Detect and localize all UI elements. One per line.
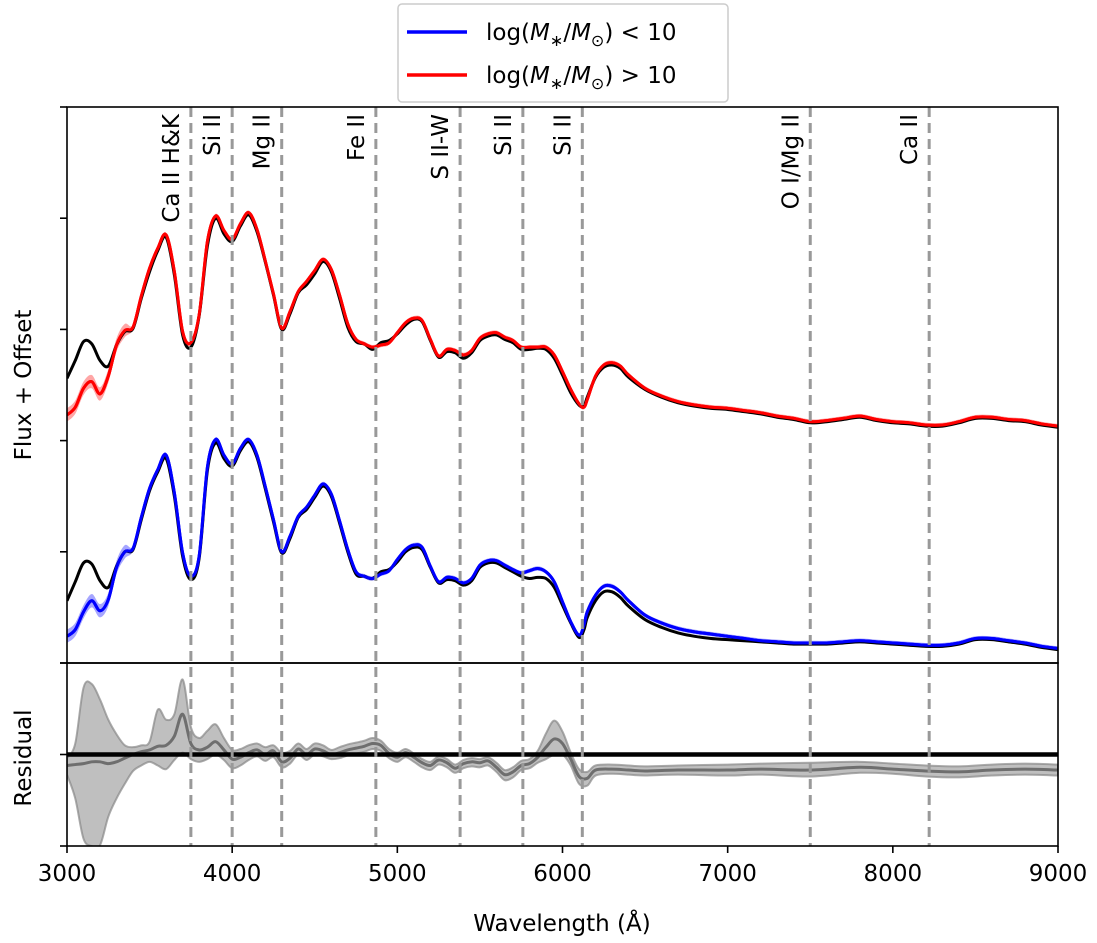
top-panel-series	[67, 210, 1058, 652]
series-line	[67, 437, 1058, 651]
line-label: Si II	[550, 114, 576, 156]
series-line	[67, 440, 1058, 652]
x-tick-label: 5000	[368, 861, 427, 887]
y-axis-title-bottom: Residual	[11, 709, 37, 806]
residual-band	[67, 678, 1058, 846]
legend-box	[397, 3, 729, 103]
series-line	[67, 213, 1058, 429]
series-line-overlay	[67, 437, 1058, 651]
legend-label-high: log(M∗/M⊙) > 10	[486, 63, 676, 93]
x-tick-label: 8000	[864, 861, 923, 887]
line-label: Mg II	[250, 114, 276, 169]
line-label: Fe II	[344, 114, 370, 161]
series-band	[67, 437, 1058, 651]
line-label: Si II	[200, 114, 226, 156]
x-tick-label: 7000	[698, 861, 757, 887]
legend: log(M∗/M⊙) < 10 log(M∗/M⊙) > 10	[397, 3, 729, 103]
top-panel-frame	[66, 106, 1059, 664]
x-tick-label: 4000	[203, 861, 262, 887]
series-line	[67, 211, 1058, 428]
legend-label-low: log(M∗/M⊙) < 10	[486, 20, 676, 50]
line-labels: Ca II H&K Si II Mg II Fe II S II-W Si II Si II…	[159, 113, 923, 223]
series-band	[67, 210, 1058, 429]
bottom-panel-series	[67, 678, 1058, 846]
line-label: Ca II	[897, 114, 923, 165]
x-tick-label: 9000	[1029, 861, 1088, 887]
x-tick-label: 6000	[533, 861, 592, 887]
x-axis-title: Wavelength (Å)	[473, 909, 650, 937]
x-tick-label: 3000	[38, 861, 97, 887]
line-markers	[189, 107, 931, 846]
axis-ticks: 3000 4000 5000 6000 7000 8000 9000	[38, 106, 1088, 887]
line-label: O I/Mg II	[778, 114, 804, 209]
line-label: Si II	[491, 114, 517, 156]
line-label: S II-W	[428, 114, 454, 180]
line-label: Ca II H&K	[159, 113, 185, 223]
series-line-overlay	[67, 211, 1058, 428]
y-axis-title-top: Flux + Offset	[11, 310, 37, 461]
